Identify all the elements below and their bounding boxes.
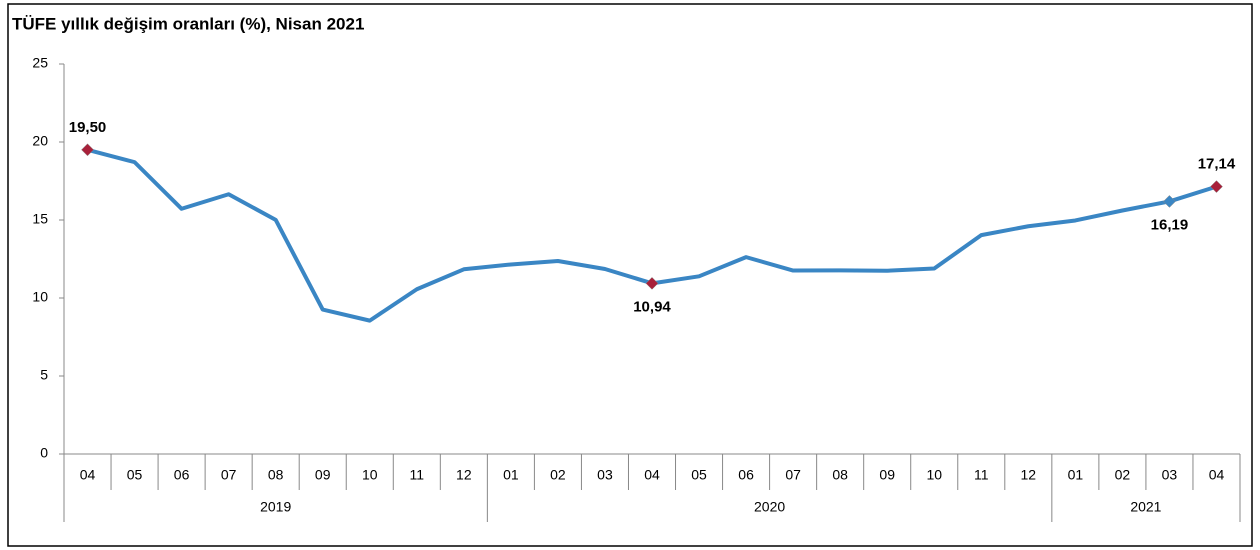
- marker: [1163, 195, 1176, 208]
- x-tick-label: 10: [362, 467, 378, 483]
- marker: [645, 276, 659, 290]
- x-tick-label: 04: [80, 467, 96, 483]
- x-tick-label: 09: [879, 467, 895, 483]
- x-tick-label: 03: [1162, 467, 1178, 483]
- x-tick-label: 09: [315, 467, 331, 483]
- x-tick-label: 02: [1115, 467, 1131, 483]
- data-label: 17,14: [1198, 156, 1236, 173]
- x-group-label: 2021: [1130, 499, 1161, 515]
- y-tick-label: 20: [32, 133, 48, 149]
- data-label: 19,50: [69, 119, 107, 136]
- x-tick-label: 12: [456, 467, 472, 483]
- data-label: 16,19: [1151, 216, 1189, 233]
- y-tick-label: 25: [32, 55, 48, 71]
- chart-title: TÜFE yıllık değişim oranları (%), Nisan …: [12, 14, 364, 33]
- x-tick-label: 01: [1068, 467, 1084, 483]
- marker: [81, 143, 94, 157]
- x-tick-label: 08: [832, 467, 848, 483]
- x-tick-label: 12: [1021, 467, 1037, 483]
- x-tick-label: 01: [503, 467, 519, 483]
- x-group-label: 2019: [260, 499, 291, 515]
- x-tick-label: 05: [127, 467, 143, 483]
- x-tick-label: 04: [1209, 467, 1225, 483]
- x-tick-label: 07: [785, 467, 801, 483]
- x-tick-label: 11: [974, 467, 989, 483]
- data-label: 10,94: [633, 298, 671, 315]
- x-tick-label: 07: [221, 467, 237, 483]
- x-tick-label: 05: [691, 467, 707, 483]
- y-tick-label: 10: [32, 289, 48, 305]
- x-tick-label: 10: [926, 467, 942, 483]
- y-tick-label: 15: [32, 211, 48, 227]
- y-tick-label: 5: [40, 367, 48, 383]
- x-tick-label: 06: [174, 467, 190, 483]
- x-group-label: 2020: [754, 499, 785, 515]
- x-tick-label: 02: [550, 467, 566, 483]
- x-tick-label: 03: [597, 467, 613, 483]
- x-tick-label: 08: [268, 467, 284, 483]
- x-tick-label: 11: [410, 467, 425, 483]
- y-tick-label: 0: [40, 445, 48, 461]
- x-tick-label: 06: [738, 467, 754, 483]
- x-tick-label: 04: [644, 467, 660, 483]
- marker: [1210, 180, 1223, 193]
